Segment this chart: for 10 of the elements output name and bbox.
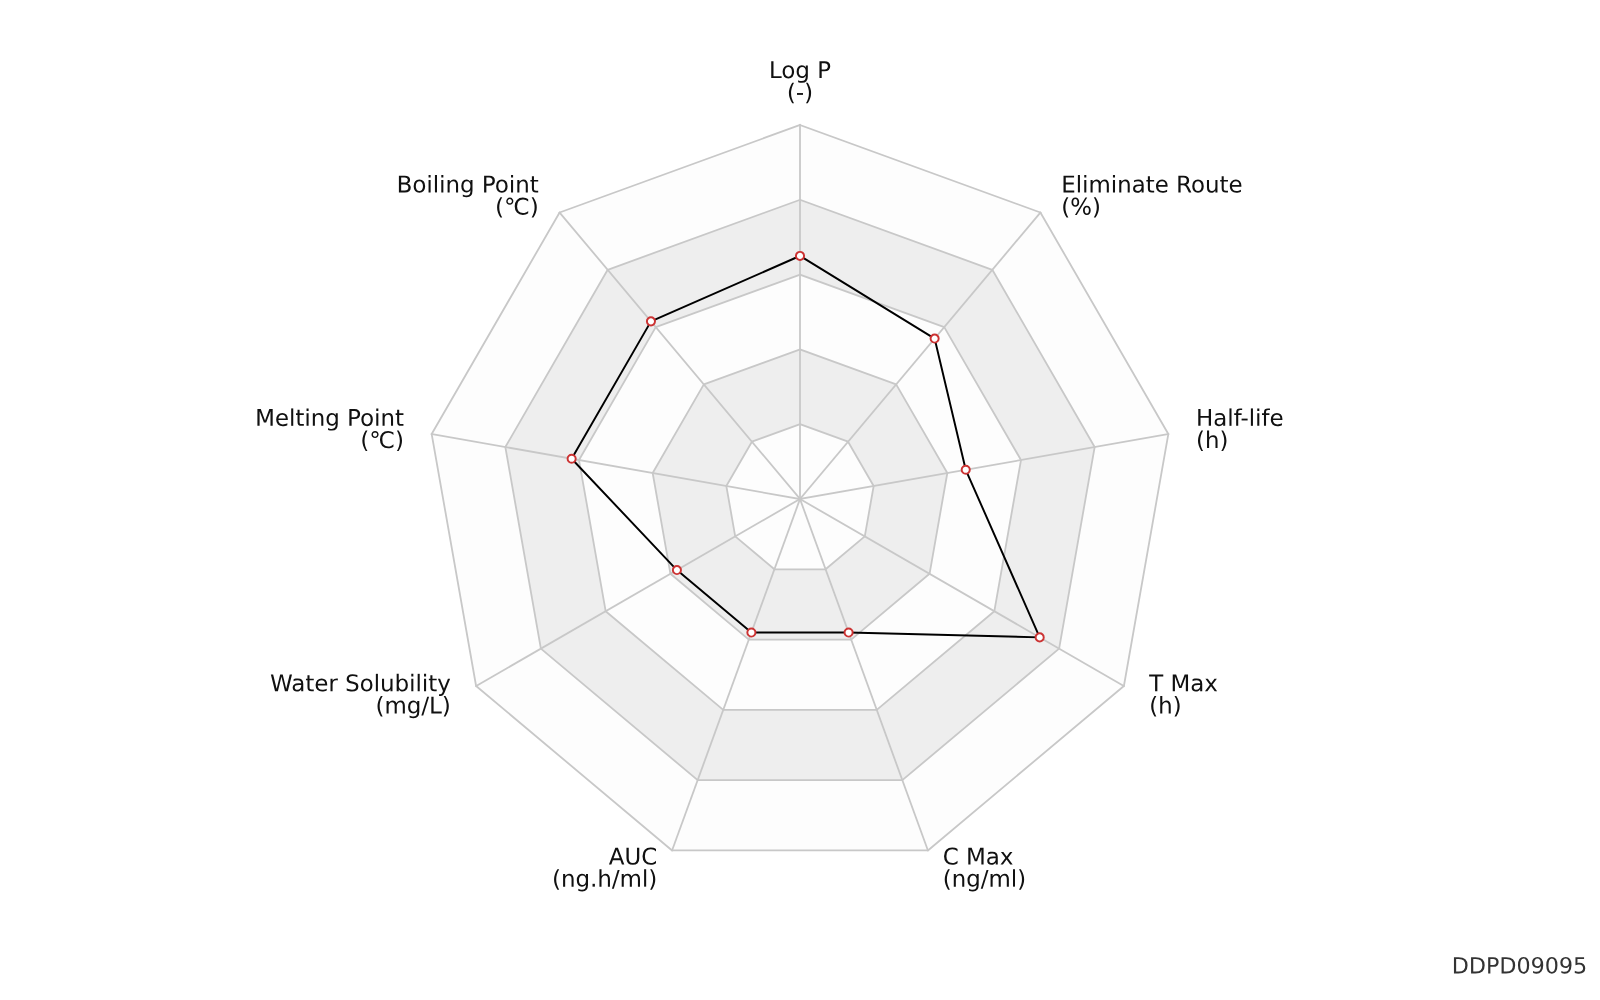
spoke-label: Boiling Point (℃) bbox=[398, 175, 539, 218]
spoke-label: Half-life (h) bbox=[1197, 408, 1283, 452]
spoke-label: Water Solubility (mg/L) bbox=[270, 673, 451, 719]
spoke-label: AUC (ng.h/ml) bbox=[554, 847, 656, 892]
spoke-label: Log P (-) bbox=[771, 61, 831, 104]
spoke-label: Melting Point (℃) bbox=[257, 408, 404, 452]
spoke-label: C Max (ng/ml) bbox=[944, 847, 1025, 892]
spoke-label: T Max (h) bbox=[1149, 674, 1218, 717]
text: DDPD09095 bbox=[1453, 956, 1586, 974]
spoke-label: Eliminate Route (%) bbox=[1063, 175, 1242, 218]
